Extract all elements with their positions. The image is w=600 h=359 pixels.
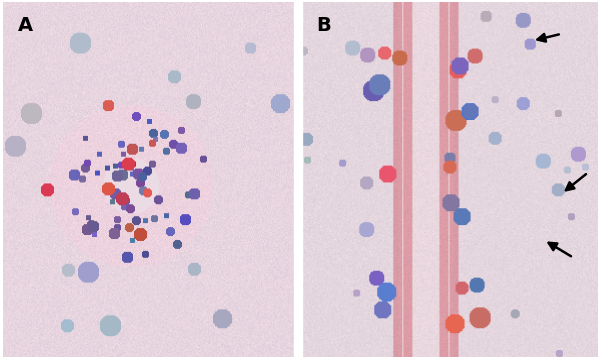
Text: B: B (317, 16, 331, 35)
Text: A: A (17, 16, 32, 35)
